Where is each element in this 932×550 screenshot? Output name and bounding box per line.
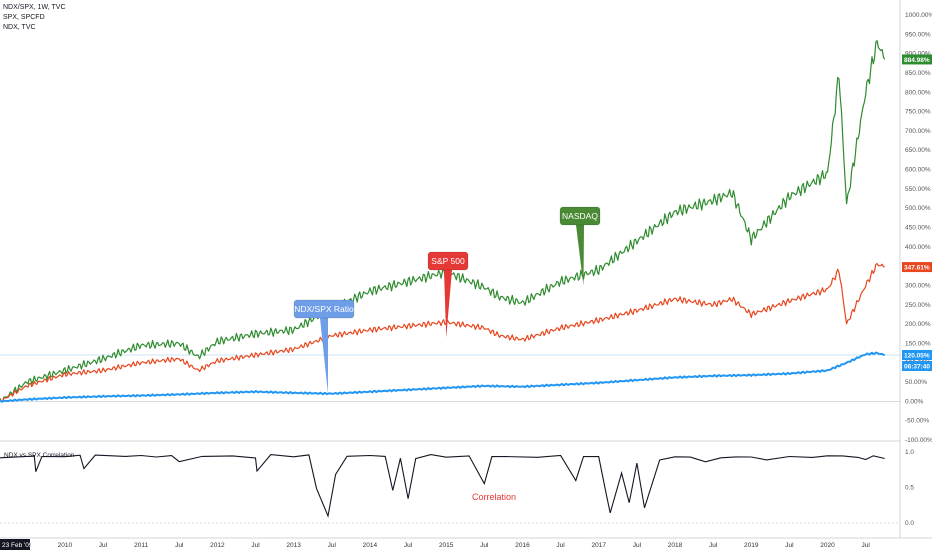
y-tick-label: 200.00% (905, 321, 931, 328)
ratio-time-badge: 06:37:40 (904, 364, 930, 371)
x-tick-label: Jul (175, 542, 184, 549)
nasdaq-line (0, 40, 886, 403)
ratio-time-badge-bg (902, 361, 932, 371)
callout-pointer (444, 270, 452, 338)
x-tick-label: 2010 (58, 542, 73, 549)
correlation-pane-title: NDX vs SPX Correlation (4, 452, 75, 459)
correlation-label: Correlation (472, 492, 516, 502)
y-tick-label: 900.00% (905, 51, 931, 58)
sp500-value-badge: 347.61% (904, 265, 930, 272)
x-tick-label: 2014 (363, 542, 378, 549)
callout-pointer (576, 225, 584, 286)
y-tick-label: 250.00% (905, 302, 931, 309)
y-tick-label: -100.00% (905, 437, 932, 444)
x-tick-label: 2018 (668, 542, 683, 549)
date-badge-bg (0, 539, 30, 550)
y-tick-label: 1000.00% (905, 12, 932, 19)
y-tick-label: 600.00% (905, 167, 931, 174)
nasdaq-value-badge-bg (902, 54, 932, 65)
y-tick-label: 50.00% (905, 379, 927, 386)
y-tick-label: 300.00% (905, 282, 931, 289)
x-tick-label: 2011 (134, 542, 148, 549)
corr-y-tick-label: 0.5 (905, 485, 914, 492)
y-tick-label: 0.00% (905, 398, 924, 405)
x-tick-label: Jul (404, 542, 413, 549)
x-tick-label: Jul (709, 542, 718, 549)
y-tick-label: 550.00% (905, 186, 931, 193)
x-tick-label: Jul (251, 542, 260, 549)
x-tick-label: 2013 (286, 542, 301, 549)
callout-box (559, 206, 601, 226)
y-tick-label: 950.00% (905, 31, 931, 38)
y-tick-label: 150.00% (905, 340, 931, 347)
x-tick-label: Jul (785, 542, 794, 549)
y-tick-label: 400.00% (905, 244, 931, 251)
corr-y-tick-label: 1.0 (905, 449, 914, 456)
y-tick-label: 650.00% (905, 147, 931, 154)
x-tick-label: 2015 (439, 542, 454, 549)
ratio-line (0, 351, 885, 403)
x-tick-label: Jul (328, 542, 337, 549)
y-tick-label: -50.00% (905, 418, 929, 425)
chart-header-line2: SPX, SPCFD (3, 14, 45, 21)
corr-y-tick-label: 0.0 (905, 520, 914, 527)
sp500-line (0, 263, 885, 403)
callout-label: NASDAQ (562, 211, 598, 221)
callout-label: NDX/SPX Ratio (294, 304, 354, 314)
x-tick-label: Jul (556, 542, 565, 549)
callout-pointer (320, 318, 328, 394)
ratio-value-badge-bg (902, 350, 932, 360)
x-tick-label: Jul (480, 542, 489, 549)
callout-box (293, 299, 355, 319)
y-tick-label: 450.00% (905, 225, 931, 232)
y-tick-label: 500.00% (905, 205, 931, 212)
x-tick-label: Jul (862, 542, 871, 549)
y-tick-label: 850.00% (905, 70, 931, 77)
x-tick-label: 2016 (515, 542, 530, 549)
nasdaq-value-badge: 884.98% (904, 57, 930, 64)
date-badge: 23 Feb '09 (2, 542, 33, 549)
y-tick-label: 750.00% (905, 109, 931, 116)
sp500-value-badge-bg (902, 262, 932, 273)
correlation-line (0, 454, 885, 518)
x-tick-label: 2017 (591, 542, 606, 549)
y-tick-label: 800.00% (905, 89, 931, 96)
callout-box (427, 251, 469, 271)
ratio-value-badge: 120.05% (904, 353, 930, 360)
callout-label: S&P 500 (431, 256, 465, 266)
x-tick-label: 2012 (210, 542, 225, 549)
x-tick-label: 2020 (820, 542, 835, 549)
x-tick-label: 2019 (744, 542, 759, 549)
x-tick-label: Jul (99, 542, 108, 549)
chart-header-line3: NDX, TVC (3, 24, 36, 31)
x-tick-label: Jul (633, 542, 642, 549)
chart-header-line1: NDX/SPX, 1W, TVC (3, 4, 66, 11)
y-tick-label: 700.00% (905, 128, 931, 135)
